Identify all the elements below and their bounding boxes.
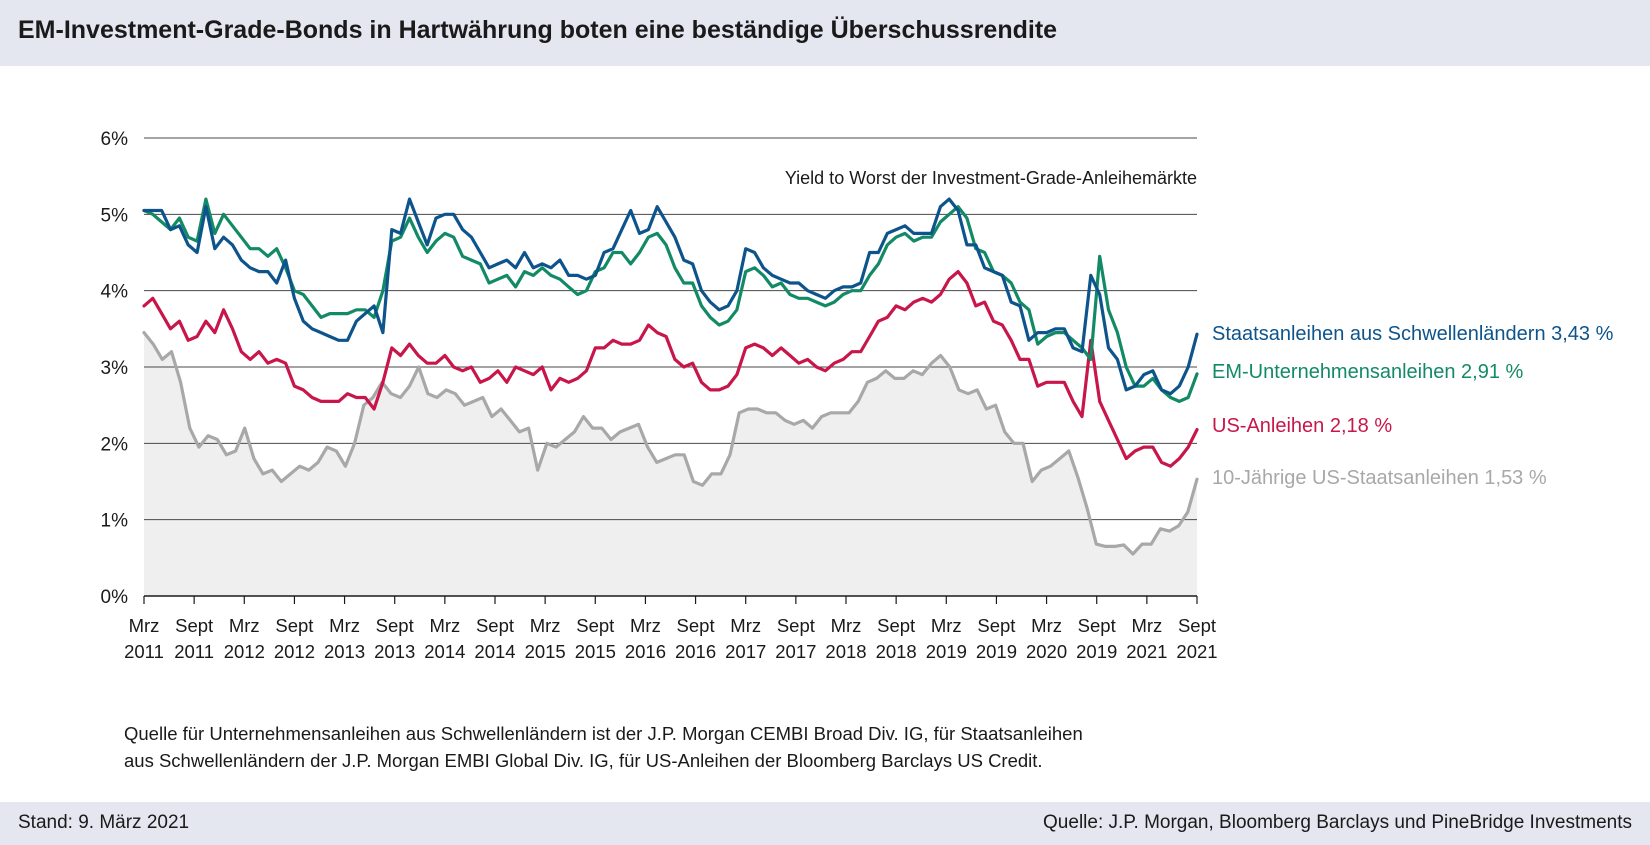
source-note: Quelle für Unternehmensanleihen aus Schw…	[124, 720, 1384, 774]
x-tick-label-month: Mrz	[429, 615, 460, 636]
x-tick-label-month: Sept	[275, 615, 313, 636]
footer-bar: Stand: 9. März 2021 Quelle: J.P. Morgan,…	[0, 802, 1650, 845]
header-bar: EM-Investment-Grade-Bonds in Hartwährung…	[0, 0, 1650, 66]
x-tick-label-year: 2014	[474, 641, 515, 662]
x-tick-label-month: Mrz	[630, 615, 661, 636]
series-label-0: 10-Jährige US-Staatsanleihen 1,53 %	[1212, 467, 1547, 489]
x-tick-label-month: Sept	[777, 615, 815, 636]
area-fill-layer	[144, 332, 1197, 596]
x-tick-label-month: Mrz	[229, 615, 260, 636]
series-label-1: US-Anleihen 2,18 %	[1212, 415, 1392, 437]
x-tick-label-year: 2012	[274, 641, 315, 662]
series-line-1	[142, 270, 1199, 468]
x-tick-label-year: 2017	[775, 641, 816, 662]
series-label-2: EM-Unternehmensanleihen 2,91 %	[1212, 361, 1524, 383]
x-tick-label-month: Mrz	[931, 615, 962, 636]
source-note-line-2: aus Schwellenländern der J.P. Morgan EMB…	[124, 750, 1043, 771]
x-tick-label-year: 2018	[825, 641, 866, 662]
x-tick-label-year: 2017	[725, 641, 766, 662]
y-tick-label: 1%	[101, 511, 129, 532]
x-tick-label-month: Sept	[1178, 615, 1216, 636]
chart-subtitle: Yield to Worst der Investment-Grade-Anle…	[785, 168, 1197, 188]
x-tick-label-year: 2012	[224, 641, 265, 662]
y-tick-label: 0%	[101, 587, 129, 608]
series-labels: 10-Jährige US-Staatsanleihen 1,53 % US-An…	[1212, 323, 1614, 489]
x-tick-label-year: 2013	[324, 641, 365, 662]
x-tick-label-year: 2011	[174, 641, 214, 662]
series-lines	[142, 197, 1199, 556]
x-tick-label-year: 2013	[374, 641, 415, 662]
y-tick-label: 4%	[101, 282, 129, 303]
x-tick-label-month: Sept	[877, 615, 915, 636]
x-axis: Mrz 2011 Sept 2011 Mrz 2012 Sept 2012 Mrz 2013 Sep…	[124, 596, 1218, 662]
series-line-2	[142, 197, 1199, 403]
as-of-date: Stand: 9. März 2021	[18, 812, 190, 833]
x-tick-label-year: 2020	[1026, 641, 1067, 662]
area-fill-10y	[144, 332, 1197, 596]
series-line-0	[142, 331, 1199, 556]
x-tick-label-month: Sept	[977, 615, 1015, 636]
x-tick-label-year: 2021	[1176, 641, 1217, 662]
x-tick-label-year: 2016	[625, 641, 666, 662]
x-tick-label-year: 2021	[1126, 641, 1167, 662]
x-tick-label-month: Sept	[376, 615, 414, 636]
y-tick-label: 5%	[101, 205, 129, 226]
x-tick-label-year: 2019	[1076, 641, 1117, 662]
x-tick-label-month: Mrz	[530, 615, 561, 636]
x-tick-label-month: Mrz	[129, 615, 160, 636]
y-tick-label: 2%	[101, 434, 129, 455]
data-source: Quelle: J.P. Morgan, Bloomberg Barclays …	[1043, 812, 1632, 833]
x-tick-label-year: 2018	[876, 641, 917, 662]
x-tick-label-year: 2015	[575, 641, 616, 662]
y-tick-label: 3%	[101, 358, 129, 379]
x-tick-label-month: Mrz	[1031, 615, 1062, 636]
x-tick-label-month: Sept	[677, 615, 715, 636]
x-tick-label-month: Mrz	[329, 615, 360, 636]
x-tick-label-month: Mrz	[730, 615, 761, 636]
series-line-3	[142, 197, 1199, 396]
y-tick-label: 6%	[101, 129, 129, 150]
x-tick-label-year: 2016	[675, 641, 716, 662]
series-label-3: Staatsanleihen aus Schwellenländern 3,43…	[1212, 323, 1614, 345]
chart-title: EM-Investment-Grade-Bonds in Hartwährung…	[18, 16, 1058, 44]
x-tick-label-month: Sept	[175, 615, 213, 636]
source-note-line-1: Quelle für Unternehmensanleihen aus Schw…	[124, 723, 1083, 744]
gridlines: 0% 1% 2% 3% 4% 5% 6%	[101, 129, 1197, 608]
x-tick-label-year: 2019	[976, 641, 1017, 662]
x-tick-label-year: 2015	[525, 641, 566, 662]
x-tick-label-month: Mrz	[1131, 615, 1162, 636]
x-tick-label-month: Sept	[1078, 615, 1116, 636]
x-tick-label-year: 2014	[424, 641, 465, 662]
x-tick-label-month: Sept	[476, 615, 514, 636]
x-tick-label-year: 2019	[926, 641, 967, 662]
x-tick-label-year: 2011	[124, 641, 164, 662]
line-chart: 0% 1% 2% 3% 4% 5% 6% Mrz 2011 Sept 2011 Mrz 2012 Sep…	[101, 129, 1614, 662]
x-tick-label-month: Sept	[576, 615, 614, 636]
x-tick-label-month: Mrz	[831, 615, 862, 636]
